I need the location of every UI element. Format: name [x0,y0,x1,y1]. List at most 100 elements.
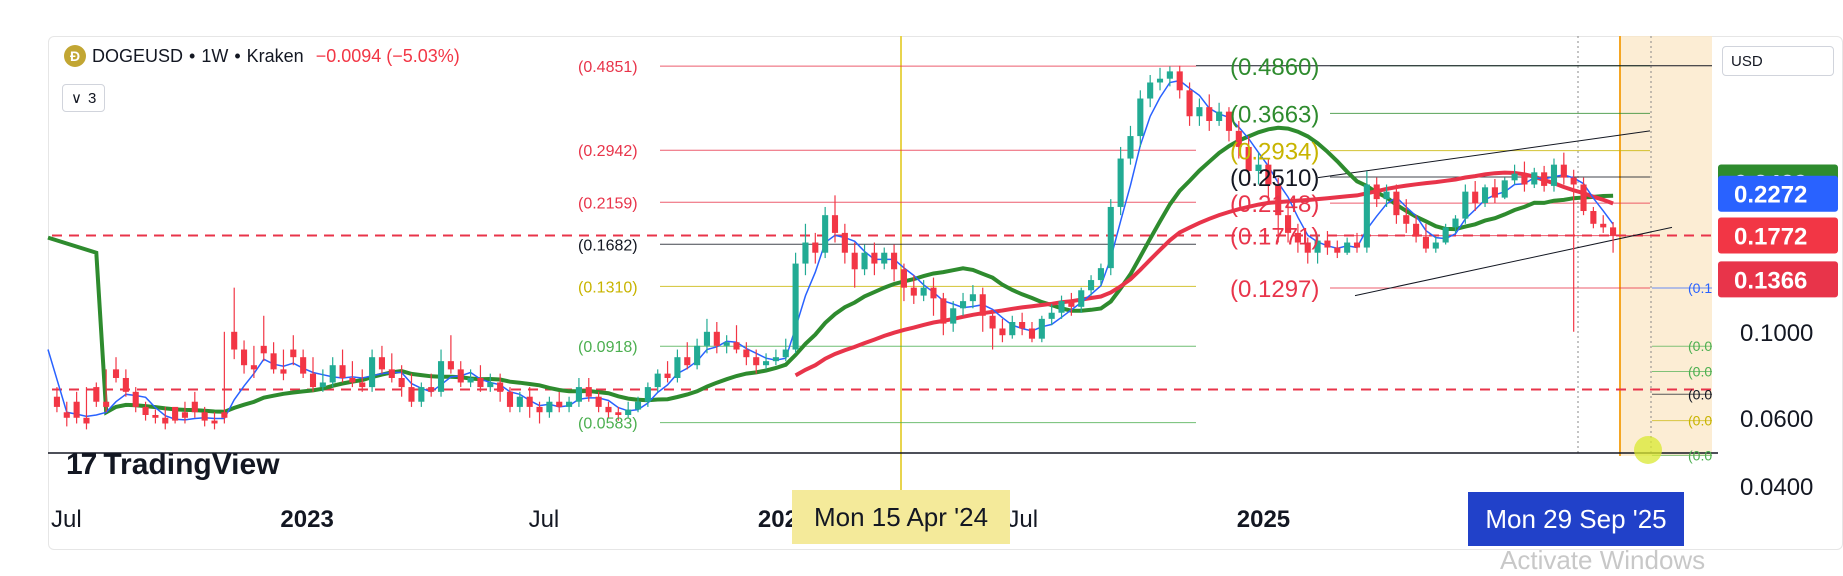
candle-body [950,308,957,324]
candle-body [1206,107,1213,121]
candle-body [1304,242,1311,253]
candle-body [231,331,238,350]
candle-body [1028,328,1036,339]
candle-body [1550,164,1558,186]
candle-body [1265,164,1272,185]
candle-body [1541,172,1548,186]
x-axis-tick-label: Jul [529,506,560,533]
candle-body [418,387,425,402]
candle-body [250,365,257,370]
candle-body [1235,130,1242,147]
candle-body [1186,90,1193,117]
chart-canvas[interactable]: (0.4851) (0.2942) (0.2159) (0.1682) (0.1310)… [0,0,1843,563]
candle-body [822,215,829,253]
candle-body [1560,164,1567,178]
candle-body [319,382,326,388]
channel-lower-line [1354,226,1673,297]
candle-body [467,377,474,383]
candle-body [1363,184,1370,248]
candle-body [1590,211,1597,224]
candle-body [634,401,642,410]
candle-body [1127,136,1134,159]
candle-body [329,365,336,383]
candle-body [743,349,750,358]
tradingview-logo[interactable]: 17 TradingView [66,448,280,482]
candle-body [339,365,346,378]
candle-body [733,342,740,350]
candle-body [1501,180,1508,198]
candle-body [1610,227,1617,236]
candle-body [388,369,395,378]
x-axis-tick-label: Jul [51,506,82,533]
candle-body [1097,268,1104,281]
candle-body [920,287,927,296]
candle-body [211,420,218,424]
fib-level-label: (0.1310) [578,279,638,296]
candle-body [930,287,937,299]
candle-body [172,406,179,421]
interval-label[interactable]: 1W [201,45,229,66]
candle-body [191,401,198,413]
candle-body [93,387,100,402]
candle-body [1452,218,1459,228]
candle-body [900,269,907,288]
y-axis-tick-label: 0.1000 [1740,320,1813,347]
candle-body [516,396,523,407]
candle-body [1058,301,1065,313]
candle-body [63,412,70,418]
fib-level-label: (0.2934) [1230,139,1319,166]
dogecoin-icon: Ð [64,45,86,67]
candle-body [1422,236,1429,249]
y-axis-tick-label: 0.0600 [1740,406,1813,433]
candle-body [940,298,947,324]
candle-body [644,387,651,402]
candle-body [280,369,287,374]
candle-body [309,373,317,388]
candle-body [1166,71,1173,79]
indicators-toggle-button[interactable]: ∨ 3 [62,84,106,112]
future-highlight-zone [1620,36,1712,456]
legend-separator: • [234,45,241,66]
candle-body [1334,247,1341,253]
fib-level-label: (0.0 [1688,363,1712,379]
candle-body [674,357,681,378]
symbol-legend[interactable]: Ð DOGEUSD • 1W • Kraken −0.0094 (−5.03%) [64,45,460,67]
fib-level-label: (0.2942) [578,143,638,160]
candle-body [1491,187,1498,198]
candle-body [487,382,494,388]
fib-level-label: (0.1771) [1230,224,1319,251]
fib-level-label: (0.0 [1688,447,1712,463]
candle-body [181,412,189,418]
price-tag-label: 0.2272 [1734,182,1807,209]
candle-body [1570,177,1577,185]
candle-body [1137,98,1144,137]
candle-body [979,294,986,316]
candle-body [506,391,514,407]
ma-red-line [794,170,1614,378]
candle-body [142,406,149,415]
exchange-label[interactable]: Kraken [246,45,304,66]
fib-level-label: (0.1297) [1230,276,1319,303]
candle-body [1225,111,1233,131]
symbol-name[interactable]: DOGEUSD [92,45,184,66]
fib-level-label: (0.0 [1688,413,1712,429]
candle-body [201,412,208,421]
candle-body [1600,223,1607,228]
candle-body [782,349,789,358]
candle-body [447,361,454,370]
candle-body [1088,280,1095,291]
candle-body [1403,215,1410,224]
candle-body [359,382,366,388]
candle-body [122,377,129,392]
candle-body [526,396,533,407]
fib-level-label: (0.0 [1688,386,1712,402]
chevron-down-icon: ∨ [71,90,82,107]
candle-body [408,387,415,402]
currency-selector[interactable]: USD [1722,46,1834,76]
candle-body [566,401,573,407]
candle-body [871,252,878,264]
candle-body [575,387,582,402]
candle-body [1481,187,1489,203]
candle-body [378,357,385,370]
candle-body [457,369,464,383]
